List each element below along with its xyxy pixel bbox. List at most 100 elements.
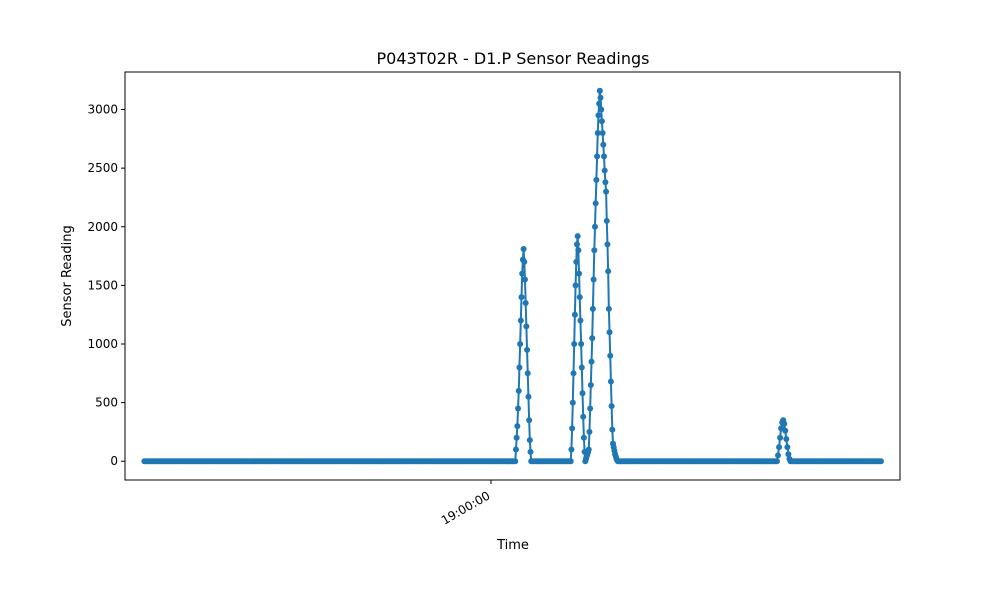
plot-frame [124,71,901,481]
y-tick-label: 2500 [87,161,118,175]
data-point [578,341,585,347]
data-point [599,129,606,136]
data-point [781,420,788,427]
x-axis-label: Time [496,538,529,553]
data-point [521,258,528,265]
data-point [585,446,592,453]
data-point [609,426,616,433]
data-point [569,425,576,432]
data-point [608,403,615,410]
data-point [524,370,531,377]
data-point [603,217,610,224]
data-point [523,323,530,330]
data-point [777,434,784,441]
data-point [606,329,613,336]
data-point [571,341,578,347]
x-axis: 19:00:00 [439,480,493,528]
data-point [514,423,521,430]
data-point [576,270,583,277]
data-point [607,378,614,385]
data-point [589,335,596,342]
data-point [575,247,582,254]
data-point [518,294,525,301]
data-point [524,346,531,353]
y-axis: 0 500 1000 1500 2000 2500 3000 [87,103,125,468]
data-point [595,112,602,119]
data-point [603,188,610,195]
data-point [526,417,533,424]
data-point [776,444,783,451]
data-point [580,413,587,420]
data-point [572,282,579,289]
data-point [573,258,580,265]
data-point [517,317,524,324]
data-point [512,458,519,465]
y-axis-label: Sensor Reading [60,225,75,326]
y-tick-label: 1500 [87,278,118,292]
data-point [567,458,574,465]
data-point [590,276,597,283]
data-point [525,393,532,400]
data-point [784,444,791,451]
data-point [519,270,526,277]
data-point [782,427,789,434]
data-point [596,100,603,107]
data-point [570,370,577,377]
data-point [578,364,585,371]
data-point [569,399,576,406]
data-point [512,446,519,453]
data-point [591,223,598,230]
data-point [571,311,578,318]
data-point [877,458,884,465]
data-point [513,434,520,441]
data-point [517,341,524,347]
x-tick-label: 19:00:00 [439,488,493,527]
data-point [597,94,604,101]
data-point [607,352,614,359]
data-point [598,118,605,125]
data-point [568,446,575,453]
data-point [589,305,596,312]
y-tick-label: 2000 [87,220,118,234]
data-point [602,179,609,186]
data-point [521,276,528,283]
data-point [520,246,527,253]
data-point [516,364,523,371]
data-point [587,405,594,412]
data-point [515,405,522,412]
data-point [580,434,587,441]
data-point [604,241,611,248]
data-point [601,153,607,160]
data-point [587,382,594,389]
data-point [785,451,792,458]
data-point [605,268,612,275]
data-point [591,247,598,254]
series-line [144,90,881,463]
data-point [588,358,595,365]
data-point [592,200,599,207]
y-tick-label: 0 [110,454,118,468]
data-point [579,390,586,397]
sensor-series [141,87,884,465]
data-point [586,428,593,435]
data-point [526,437,533,444]
data-point [593,176,600,183]
data-point [775,452,781,459]
y-tick-label: 1000 [87,337,118,351]
data-point [573,241,580,248]
chart-title: P043T02R - D1.P Sensor Readings [377,49,650,68]
data-point [605,305,612,312]
data-point [594,129,601,136]
y-tick-label: 500 [95,396,118,410]
data-point [577,317,584,324]
data-point [773,458,780,465]
data-point [783,435,790,442]
data-point [522,299,529,306]
data-point [598,106,605,113]
data-point [594,153,601,160]
data-point [596,87,603,94]
data-point [601,167,608,174]
y-tick-label: 3000 [87,103,118,117]
